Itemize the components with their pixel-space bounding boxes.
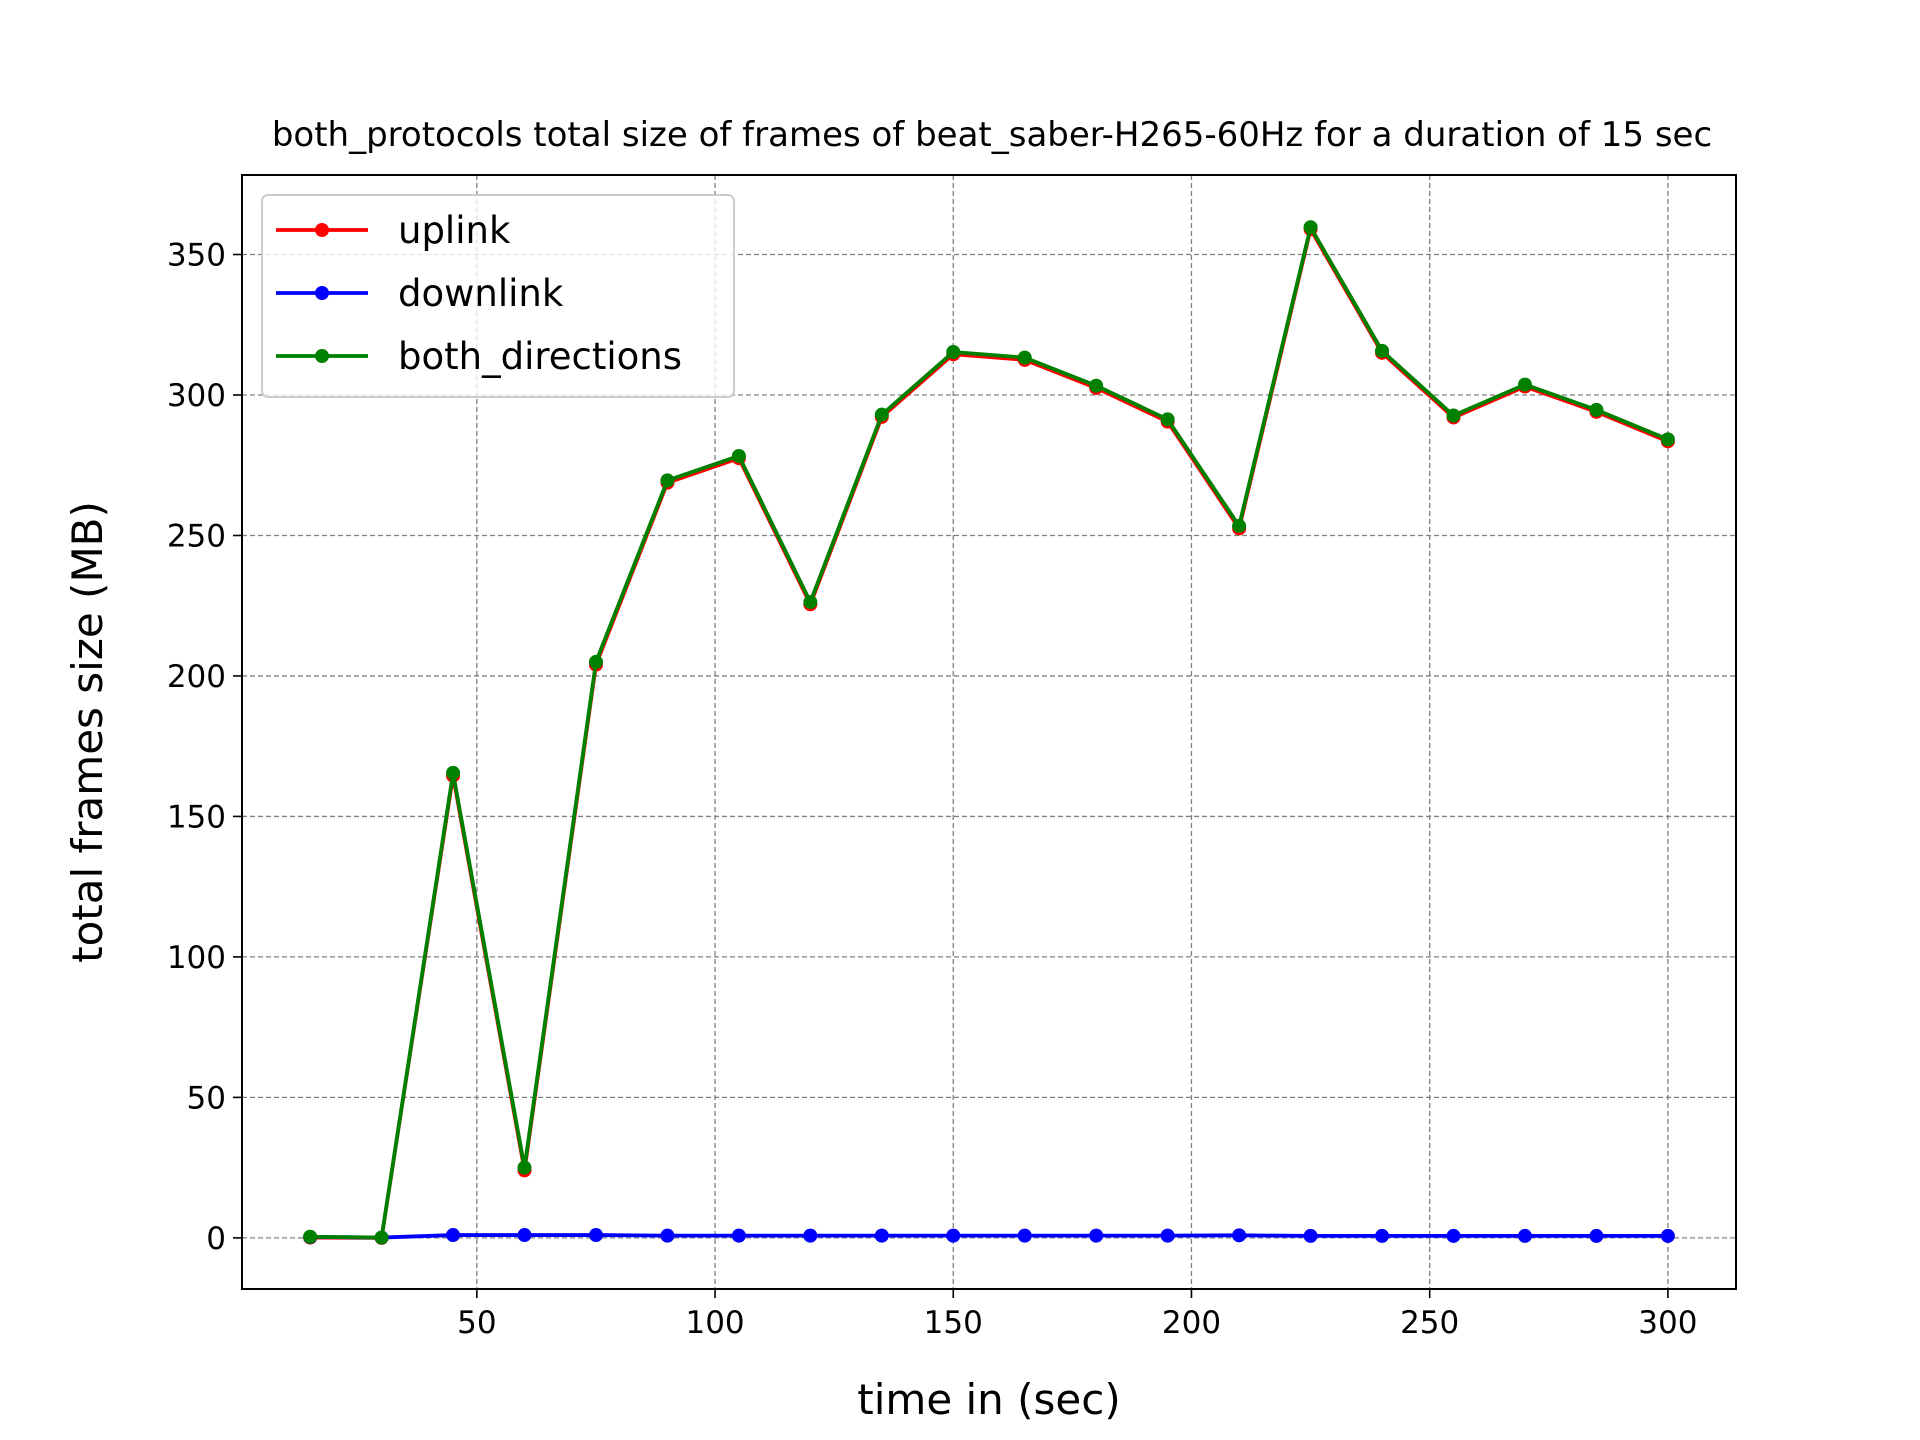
data-point <box>374 1230 389 1245</box>
data-point <box>731 1228 746 1243</box>
y-tick-label: 200 <box>167 659 226 695</box>
y-tick-label: 50 <box>187 1080 226 1116</box>
data-point <box>1446 1228 1461 1243</box>
series-layer <box>303 220 1675 1245</box>
y-tick-label: 250 <box>167 518 226 554</box>
x-tick-label: 50 <box>457 1305 496 1341</box>
x-tick-label: 300 <box>1638 1305 1697 1341</box>
data-point <box>731 448 746 463</box>
data-point <box>660 1228 675 1243</box>
data-point <box>1517 377 1532 392</box>
data-point <box>588 1228 603 1243</box>
data-point <box>1375 1228 1390 1243</box>
y-tick-label: 300 <box>167 378 226 414</box>
data-point <box>803 1228 818 1243</box>
legend-swatch-marker <box>315 349 329 363</box>
data-point <box>303 1229 318 1244</box>
legend-swatch-marker <box>315 286 329 300</box>
x-tick-label: 150 <box>924 1305 983 1341</box>
legend-label: downlink <box>398 272 564 315</box>
data-point <box>1517 1228 1532 1243</box>
data-point <box>660 473 675 488</box>
data-point <box>1089 378 1104 393</box>
series-line <box>310 1233 1668 1240</box>
data-point <box>1160 412 1175 427</box>
legend-box <box>261 194 735 398</box>
y-tick-label: 0 <box>206 1221 226 1257</box>
data-point <box>803 595 818 610</box>
x-tick-label: 200 <box>1162 1305 1221 1341</box>
y-tick-label: 350 <box>167 238 226 274</box>
legend-label: both_directions <box>398 335 682 378</box>
x-tick-label: 250 <box>1400 1305 1459 1341</box>
y-tick-label: 100 <box>167 940 226 976</box>
data-point <box>946 1228 961 1243</box>
y-tick-label: 150 <box>167 799 226 835</box>
data-point <box>1089 1228 1104 1243</box>
data-point <box>1303 220 1318 235</box>
legend-swatch-marker <box>315 223 329 237</box>
data-point <box>1303 1228 1318 1243</box>
data-point <box>1660 1228 1675 1243</box>
chart-title: both_protocols total size of frames of b… <box>272 115 1712 155</box>
data-point <box>1232 1228 1247 1243</box>
series-downlink <box>303 1228 1675 1245</box>
data-point <box>517 1160 532 1175</box>
data-point <box>1017 350 1032 365</box>
series-both-directions <box>303 220 1675 1245</box>
data-point <box>874 407 889 422</box>
data-point <box>446 765 461 780</box>
data-point <box>1160 1228 1175 1243</box>
legend: uplink downlink both_directions <box>261 194 735 398</box>
data-point <box>874 1228 889 1243</box>
data-point <box>517 1228 532 1243</box>
y-axis-label: total frames size (MB) <box>63 501 112 963</box>
x-tick-label: 100 <box>685 1305 744 1341</box>
ticks: 50 100 150 200 250 300 0 50 100 150 200 250 300 350 <box>167 238 1698 1341</box>
data-point <box>588 654 603 669</box>
data-point <box>1375 343 1390 358</box>
data-point <box>1589 1228 1604 1243</box>
series-line <box>310 225 1669 1240</box>
plot-frame <box>241 174 1737 1290</box>
legend-label: uplink <box>398 209 511 252</box>
data-point <box>946 345 961 360</box>
data-point <box>1017 1228 1032 1243</box>
data-point <box>1446 408 1461 423</box>
data-point <box>1660 432 1675 447</box>
data-point <box>446 1228 461 1243</box>
data-point <box>1232 518 1247 533</box>
data-point <box>1589 402 1604 417</box>
x-axis-label: time in (sec) <box>857 1375 1120 1424</box>
